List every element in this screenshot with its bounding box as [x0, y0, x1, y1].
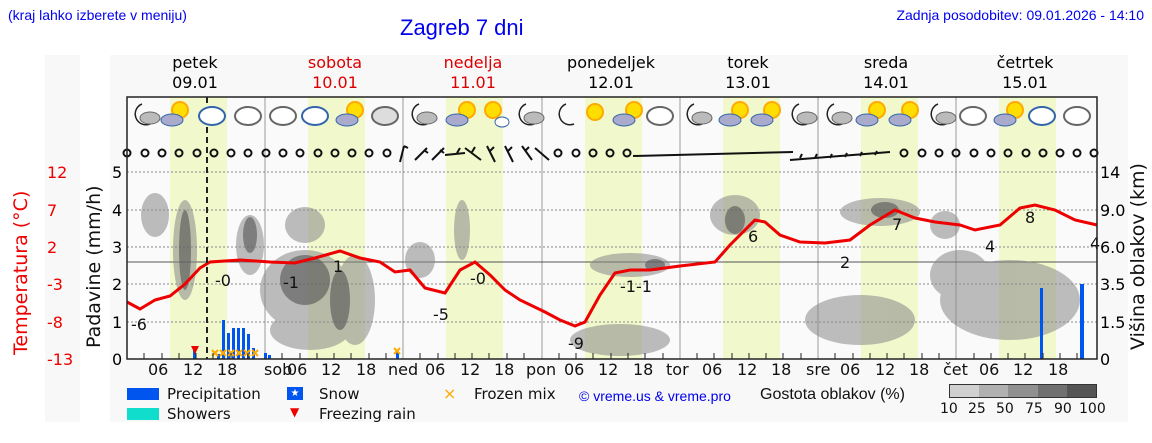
cloud-height-tick: 14: [1100, 163, 1121, 182]
svg-text:-5: -5: [433, 305, 449, 324]
svg-text:4: 4: [985, 237, 995, 256]
temp-tick: -13: [47, 350, 74, 369]
day-header: četrtek 15.01: [996, 53, 1054, 92]
freezing-rain-icon: ▼: [290, 405, 300, 419]
wind-row: [122, 145, 1099, 163]
temp-tick: 2: [47, 238, 58, 257]
legend-showers: Showers: [167, 405, 231, 423]
legend-precipitation: Precipitation: [167, 385, 261, 403]
cloud-height-tick: 0: [1100, 350, 1111, 369]
svg-text:7: 7: [892, 215, 902, 234]
temp-tick: 12: [47, 163, 68, 182]
region-note[interactable]: (kraj lahko izberete v meniju): [8, 7, 187, 23]
temp-tick: 7: [47, 201, 58, 220]
svg-text:8: 8: [1025, 208, 1035, 227]
legend-freezing-rain: Freezing rain: [319, 405, 416, 423]
legend-frozen-mix: Frozen mix: [474, 385, 556, 403]
svg-text:-0: -0: [215, 271, 231, 290]
temp-tick: -8: [47, 313, 63, 332]
precip-tick: 3: [112, 238, 123, 257]
legend-snow: Snow: [319, 385, 360, 403]
x-axis-labels: 06 12 18 sob 06 12 18 ned 06 12 18 pon 0…: [148, 360, 1069, 379]
precip-tick: 0: [112, 350, 123, 369]
cloud-height-tick: 9.0: [1100, 201, 1126, 220]
page-title: Zagreb 7 dni: [400, 15, 524, 40]
credit-link[interactable]: © vreme.us & vreme.pro: [579, 388, 731, 404]
svg-text:-1: -1: [283, 273, 299, 292]
day-header: sreda 14.01: [863, 53, 909, 92]
cloud-density-scale: [949, 384, 1097, 398]
svg-text:1: 1: [333, 257, 343, 276]
day-header: sobota 10.01: [307, 53, 363, 92]
temperature-axis-panel: [45, 55, 80, 422]
svg-text:2: 2: [840, 253, 850, 272]
temperature-line: [126, 203, 1098, 328]
legend: Precipitation Showers ★ Snow ▼ Freezing …: [127, 384, 1107, 425]
cloud-height-tick: 3.5: [1100, 275, 1126, 294]
day-header: petek 09.01: [172, 53, 218, 92]
day-header: torek 13.01: [725, 53, 771, 92]
svg-text:4: 4: [1090, 234, 1100, 253]
cloud-height-tick: 1.5: [1100, 313, 1126, 332]
svg-text:-6: -6: [131, 315, 147, 334]
freezing-rain-marker: [191, 346, 199, 354]
temp-tick: -3: [47, 275, 63, 294]
svg-text:6: 6: [748, 227, 758, 246]
precipitation-swatch: [127, 388, 159, 400]
day-header: nedelja 11.01: [443, 53, 503, 92]
weather-icons: [134, 101, 1091, 128]
svg-text:-9: -9: [568, 334, 584, 353]
svg-text:-0: -0: [470, 269, 486, 288]
snow-icon: ★: [287, 387, 303, 400]
cloud-density-label: Gostota oblakov (%): [760, 386, 905, 403]
day-header: ponedeljek 12.01: [567, 53, 655, 92]
frozen-mix-icon: ×: [443, 384, 457, 403]
precip-tick: 5: [112, 163, 123, 182]
cloud-height-tick: 6.0: [1100, 238, 1126, 257]
precip-tick: 2: [112, 275, 123, 294]
showers-swatch: [127, 408, 159, 420]
precip-tick: 1: [112, 313, 123, 332]
precip-tick: 4: [112, 201, 123, 220]
last-update: Zadnja posodobitev: 09.01.2026 - 14:10: [896, 7, 1144, 23]
svg-text:-1-1: -1-1: [620, 277, 652, 296]
